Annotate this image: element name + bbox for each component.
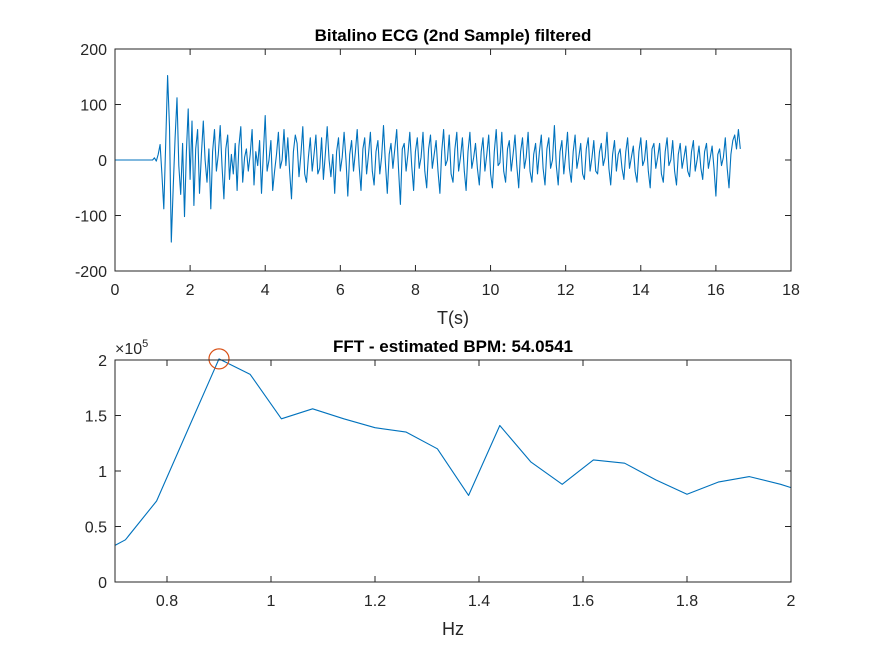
fft-xtick-label: 1 [267, 593, 276, 610]
fft-series-line [114, 358, 792, 546]
fft-y-exponent-power: 5 [142, 338, 148, 350]
ecg-plot: Bitalino ECG (2nd Sample) filtered T(s) … [75, 26, 800, 328]
fft-xlabel: Hz [442, 619, 464, 639]
fft-ytick-label: 1.5 [85, 409, 107, 426]
ecg-ytick-label: 200 [80, 42, 107, 59]
fft-xtick-label: 1.4 [468, 593, 490, 610]
ecg-title: Bitalino ECG (2nd Sample) filtered [315, 26, 592, 45]
ecg-ytick-label: 100 [80, 98, 107, 115]
fft-y-exponent-base: ×10 [115, 341, 142, 358]
fft-ytick-label: 2 [98, 353, 107, 370]
fft-plot: FFT - estimated BPM: 54.0541 Hz ×105 0.8… [85, 337, 796, 639]
ecg-xtick-label: 8 [411, 282, 420, 299]
ecg-xtick-label: 2 [186, 282, 195, 299]
ecg-xtick-label: 12 [557, 282, 575, 299]
ecg-xlabel: T(s) [437, 308, 469, 328]
fft-xtick-label: 1.8 [676, 593, 698, 610]
ecg-ytick-label: 0 [98, 153, 107, 170]
ecg-xtick-label: 16 [707, 282, 725, 299]
fft-ytick-label: 0 [98, 575, 107, 592]
ecg-xtick-label: 0 [111, 282, 120, 299]
fft-peak-marker [208, 348, 230, 370]
fft-y-exponent: ×105 [115, 338, 148, 358]
ecg-axes-box [114, 48, 792, 272]
ecg-xtick-label: 18 [782, 282, 800, 299]
fft-xtick-label: 0.8 [156, 593, 178, 610]
fft-xtick-label: 2 [787, 593, 796, 610]
fft-title: FFT - estimated BPM: 54.0541 [333, 337, 573, 356]
fft-xtick-label: 1.6 [572, 593, 594, 610]
fft-xtick-label: 1.2 [364, 593, 386, 610]
ecg-ytick-label: -200 [75, 264, 107, 281]
fft-ytick-label: 1 [98, 464, 107, 481]
ecg-xtick-label: 4 [261, 282, 270, 299]
ecg-xtick-label: 14 [632, 282, 650, 299]
fft-axes-box [114, 359, 792, 583]
ecg-ytick-label: -100 [75, 209, 107, 226]
ecg-xtick-label: 10 [482, 282, 500, 299]
ecg-xtick-label: 6 [336, 282, 345, 299]
fft-ytick-label: 0.5 [85, 520, 107, 537]
ecg-series-line [115, 75, 741, 243]
fft-plot-area [115, 360, 791, 582]
